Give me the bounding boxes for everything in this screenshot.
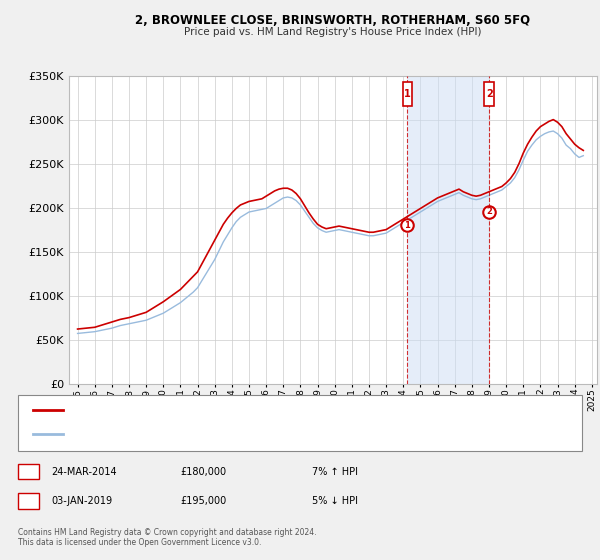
Bar (403, 82, 412, 106)
Text: 5% ↓ HPI: 5% ↓ HPI (312, 496, 358, 506)
Text: £180,000: £180,000 (180, 466, 226, 477)
Text: Contains HM Land Registry data © Crown copyright and database right 2024.
This d: Contains HM Land Registry data © Crown c… (18, 528, 317, 547)
Text: 2: 2 (486, 208, 492, 217)
Bar (407, 76, 489, 384)
Text: 24-MAR-2014: 24-MAR-2014 (51, 466, 116, 477)
Text: 2: 2 (25, 496, 32, 506)
Text: HPI: Average price, detached house, Rotherham: HPI: Average price, detached house, Roth… (70, 430, 278, 438)
Text: Price paid vs. HM Land Registry's House Price Index (HPI): Price paid vs. HM Land Registry's House … (184, 27, 482, 37)
Text: 1: 1 (25, 466, 32, 477)
Text: 2, BROWNLEE CLOSE, BRINSWORTH, ROTHERHAM, S60 5FQ (detached house): 2, BROWNLEE CLOSE, BRINSWORTH, ROTHERHAM… (70, 405, 408, 414)
Bar (484, 82, 494, 106)
Text: 03-JAN-2019: 03-JAN-2019 (51, 496, 112, 506)
Text: 1: 1 (404, 89, 410, 99)
Text: 2, BROWNLEE CLOSE, BRINSWORTH, ROTHERHAM, S60 5FQ: 2, BROWNLEE CLOSE, BRINSWORTH, ROTHERHAM… (136, 14, 530, 27)
Text: £195,000: £195,000 (180, 496, 226, 506)
Text: 2: 2 (486, 89, 493, 99)
Text: 1: 1 (404, 221, 410, 230)
Text: 7% ↑ HPI: 7% ↑ HPI (312, 466, 358, 477)
